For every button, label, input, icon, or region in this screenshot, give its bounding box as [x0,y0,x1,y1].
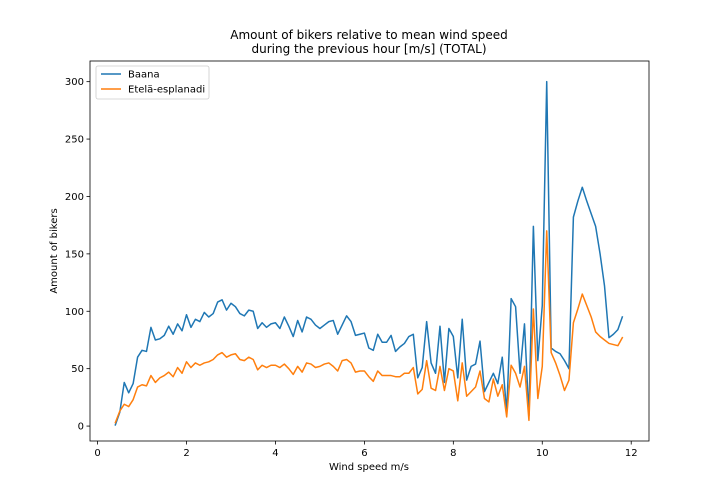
x-tick-label: 0 [94,448,100,459]
x-axis-label: Wind speed m/s [329,462,409,473]
legend: Baana Etelä-esplanadi [95,65,210,100]
plot-frame [89,60,650,442]
y-tick-label: 200 [65,192,84,203]
y-tick-label: 0 [78,422,84,433]
plot-area: 0 2 4 6 8 10 12 0 50 100 150 200 250 300 Baana Etelä-es… [65,60,650,459]
chart-title-line-1: Amount of bikers relative to mean wind s… [230,28,507,42]
series-line-etela-esplanadi [114,230,624,424]
y-tick-label: 100 [65,307,84,318]
y-tick-label: 150 [65,249,84,260]
x-tick-label: 6 [361,448,367,459]
chart-title-line-2: during the previous hour [m/s] (TOTAL) [251,42,486,56]
series-line-baana [114,80,624,426]
x-tick-label: 10 [536,448,549,459]
x-tick-label: 8 [450,448,456,459]
y-tick-label: 50 [71,364,84,375]
y-tick-label: 250 [65,135,84,146]
legend-box [95,65,210,100]
legend-label-baana: Baana [128,70,160,81]
y-tick-label: 300 [65,77,84,88]
y-axis-label: Amount of bikers [49,208,60,293]
x-tick-label: 12 [625,448,638,459]
x-tick-label: 4 [272,448,278,459]
legend-label-etela-esplanadi: Etelä-esplanadi [128,85,205,96]
x-tick-label: 2 [183,448,189,459]
